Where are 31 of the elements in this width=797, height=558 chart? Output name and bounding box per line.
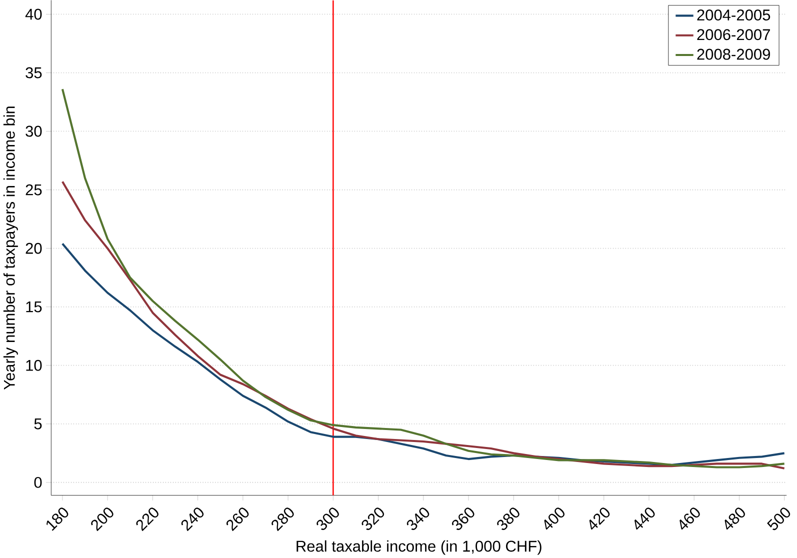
- x-axis-title: Real taxable income (in 1,000 CHF): [296, 540, 542, 555]
- x-tick-label: 260: [226, 508, 249, 531]
- x-tick-label: 180: [46, 508, 68, 531]
- x-tick-label: 340: [406, 508, 430, 530]
- y-axis-title: Yearly number of taxpayers in income bin: [3, 106, 18, 390]
- y-tick-label: 10: [26, 360, 42, 371]
- x-tick-label: 500: [767, 508, 790, 530]
- x-tick-label: 300: [316, 508, 339, 530]
- x-tick-label: 380: [497, 508, 520, 530]
- x-tick-label: 320: [362, 508, 384, 530]
- legend-label: 2004-2005: [697, 9, 770, 20]
- x-tick-label: 440: [634, 508, 655, 530]
- legend-label: 2006-2007: [697, 29, 770, 40]
- x-tick-label: 400: [544, 508, 564, 530]
- y-tick-label: 30: [26, 126, 42, 137]
- x-tick-label: 280: [272, 508, 294, 531]
- x-tick-label: 220: [136, 508, 158, 531]
- y-tick-label: 15: [26, 301, 42, 312]
- y-tick-label: 25: [26, 184, 42, 196]
- x-tick-label: 200: [91, 508, 114, 531]
- x-tick-label: 360: [452, 508, 474, 530]
- y-tick-label: 20: [26, 242, 42, 254]
- x-tick-label: 240: [181, 508, 204, 531]
- x-tick-label: 420: [589, 508, 610, 530]
- y-tick-label: 40: [25, 8, 42, 20]
- x-tick-label: 460: [680, 508, 700, 530]
- legend-label: 2008-2009: [697, 48, 770, 60]
- y-tick-label: 35: [26, 67, 42, 78]
- y-tick-label: 0: [34, 476, 42, 488]
- y-tick-label: 5: [34, 418, 42, 430]
- x-tick-label: 480: [724, 508, 745, 530]
